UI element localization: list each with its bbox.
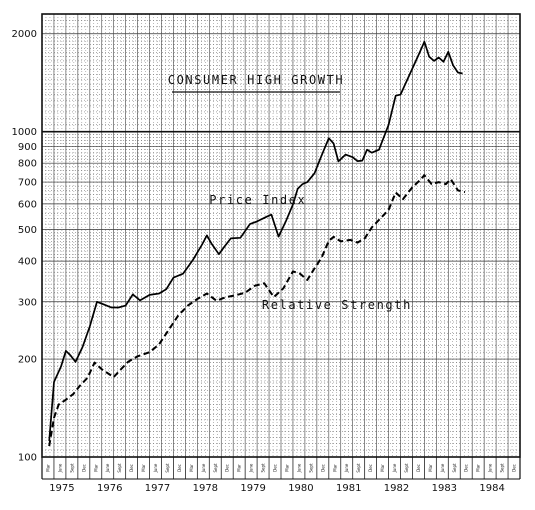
- y-tick-label: 600: [18, 199, 37, 210]
- month-label: June: [296, 463, 301, 473]
- year-label: 1978: [193, 483, 218, 494]
- month-label: June: [249, 463, 254, 473]
- year-label: 1977: [145, 483, 170, 494]
- month-label: Sept: [356, 463, 361, 473]
- month-label: June: [488, 463, 493, 473]
- year-label: 1975: [49, 483, 74, 494]
- month-label: Dec: [273, 464, 278, 472]
- chart-title: CONSUMER HIGH GROWTH: [168, 73, 345, 87]
- month-label: June: [201, 463, 206, 473]
- month-label: Mar: [189, 464, 194, 472]
- month-label: Mar: [380, 464, 385, 472]
- y-tick-label: 700: [18, 178, 37, 189]
- series-lines: [48, 40, 466, 447]
- month-label: Dec: [368, 464, 373, 472]
- y-tick-label: 900: [18, 142, 37, 153]
- month-label: Sept: [452, 463, 457, 473]
- series-annotations: Price Index Relative Strength: [209, 193, 412, 312]
- plot-frame: [41, 13, 521, 480]
- month-label: Sept: [213, 463, 218, 473]
- month-label: Sept: [404, 463, 409, 473]
- month-label: Sept: [261, 463, 266, 473]
- month-label: Dec: [177, 464, 182, 472]
- year-label: 1982: [384, 483, 409, 494]
- relative-strength-annotation: Relative Strength: [262, 298, 412, 312]
- month-label: Mar: [237, 464, 242, 472]
- month-label: Mar: [93, 464, 98, 472]
- year-label: 1984: [479, 483, 504, 494]
- relative-strength-line: [48, 174, 466, 447]
- month-label: June: [153, 463, 158, 473]
- month-label: Sept: [69, 463, 74, 473]
- month-label: June: [392, 463, 397, 473]
- year-label: 1976: [97, 483, 122, 494]
- month-label: Dec: [129, 464, 134, 472]
- month-label: Mar: [45, 464, 50, 472]
- month-label: Sept: [500, 463, 505, 473]
- price-index-line: [48, 40, 463, 442]
- month-label: Mar: [332, 464, 337, 472]
- month-label: Sept: [308, 463, 313, 473]
- y-tick-label: 800: [18, 159, 37, 170]
- month-label: Dec: [225, 464, 230, 472]
- y-tick-label: 2000: [12, 29, 37, 40]
- year-label: 1983: [432, 483, 457, 494]
- chart-title-group: CONSUMER HIGH GROWTH: [168, 73, 345, 93]
- month-labels: Mar June Sept Dec Mar June Sept Dec Mar June Sept D…: [45, 463, 516, 473]
- month-label: Dec: [81, 464, 86, 472]
- month-label: Mar: [141, 464, 146, 472]
- y-tick-label: 400: [18, 257, 37, 268]
- month-label: June: [105, 463, 110, 473]
- price-index-annotation: Price Index: [209, 193, 306, 207]
- month-label: Dec: [320, 464, 325, 472]
- year-labels: 1975 1976 1977 1978 1979 1980 1981 1982 1983 1984: [49, 483, 505, 494]
- month-label: June: [344, 463, 349, 473]
- month-label: Sept: [165, 463, 170, 473]
- month-label: Mar: [284, 464, 289, 472]
- y-tick-label: 500: [18, 225, 37, 236]
- month-label: Mar: [476, 464, 481, 472]
- month-label: Sept: [117, 463, 122, 473]
- y-tick-label: 100: [18, 453, 37, 464]
- y-tick-label: 1000: [12, 127, 37, 138]
- month-label: June: [440, 463, 445, 473]
- month-label: Dec: [512, 464, 517, 472]
- year-label: 1981: [336, 483, 361, 494]
- y-tick-label: 300: [18, 297, 37, 308]
- year-label: 1980: [288, 483, 313, 494]
- y-tick-labels: 100 200 300 400 500 600 700 800 900 1000 2000: [12, 29, 37, 463]
- month-label: Dec: [416, 464, 421, 472]
- month-label: Dec: [464, 464, 469, 472]
- month-label: June: [57, 463, 62, 473]
- plot-border: [41, 13, 521, 458]
- year-label: 1979: [240, 483, 265, 494]
- month-label: Mar: [428, 464, 433, 472]
- y-tick-label: 200: [18, 355, 37, 366]
